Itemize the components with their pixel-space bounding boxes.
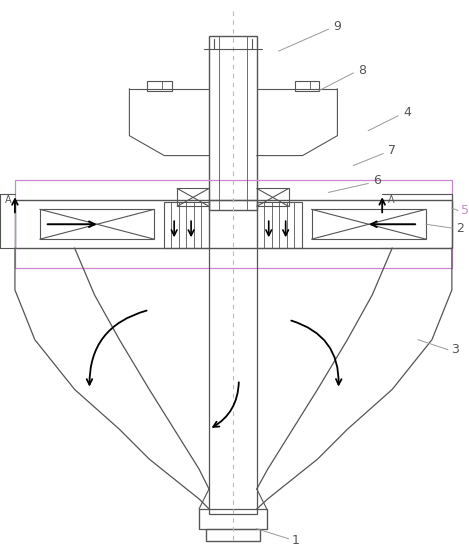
Bar xyxy=(164,202,209,248)
Bar xyxy=(40,209,154,239)
Text: 6: 6 xyxy=(373,174,381,187)
Bar xyxy=(15,181,452,268)
Bar xyxy=(311,209,426,239)
Text: 7: 7 xyxy=(388,144,396,157)
Bar xyxy=(15,201,452,248)
Text: A: A xyxy=(388,196,394,206)
Text: 4: 4 xyxy=(403,106,411,119)
Bar xyxy=(257,202,302,248)
Bar xyxy=(295,81,319,91)
Bar xyxy=(209,36,257,211)
Bar xyxy=(199,509,267,529)
Text: 1: 1 xyxy=(292,534,300,547)
Text: 9: 9 xyxy=(333,20,341,33)
Text: 8: 8 xyxy=(358,64,366,78)
Bar xyxy=(206,529,260,541)
Text: A: A xyxy=(5,196,11,206)
Text: 3: 3 xyxy=(451,343,459,356)
Bar xyxy=(209,201,257,514)
Bar xyxy=(147,81,172,91)
Text: 5: 5 xyxy=(461,204,469,217)
Bar xyxy=(177,188,209,206)
Text: 2: 2 xyxy=(456,222,464,235)
Bar xyxy=(257,188,288,206)
